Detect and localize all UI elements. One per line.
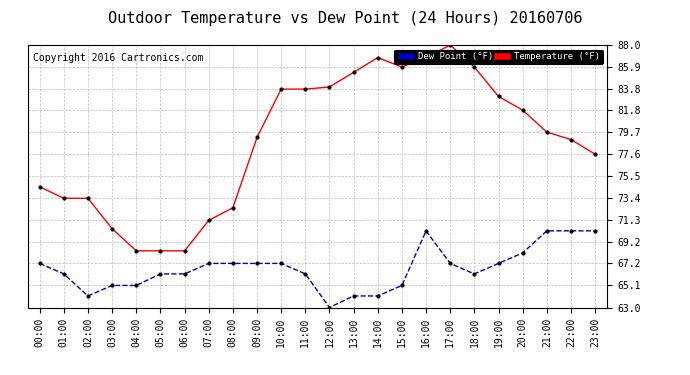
Text: Outdoor Temperature vs Dew Point (24 Hours) 20160706: Outdoor Temperature vs Dew Point (24 Hou… xyxy=(108,11,582,26)
Legend: Dew Point (°F), Temperature (°F): Dew Point (°F), Temperature (°F) xyxy=(395,50,602,64)
Text: Copyright 2016 Cartronics.com: Copyright 2016 Cartronics.com xyxy=(33,53,204,63)
